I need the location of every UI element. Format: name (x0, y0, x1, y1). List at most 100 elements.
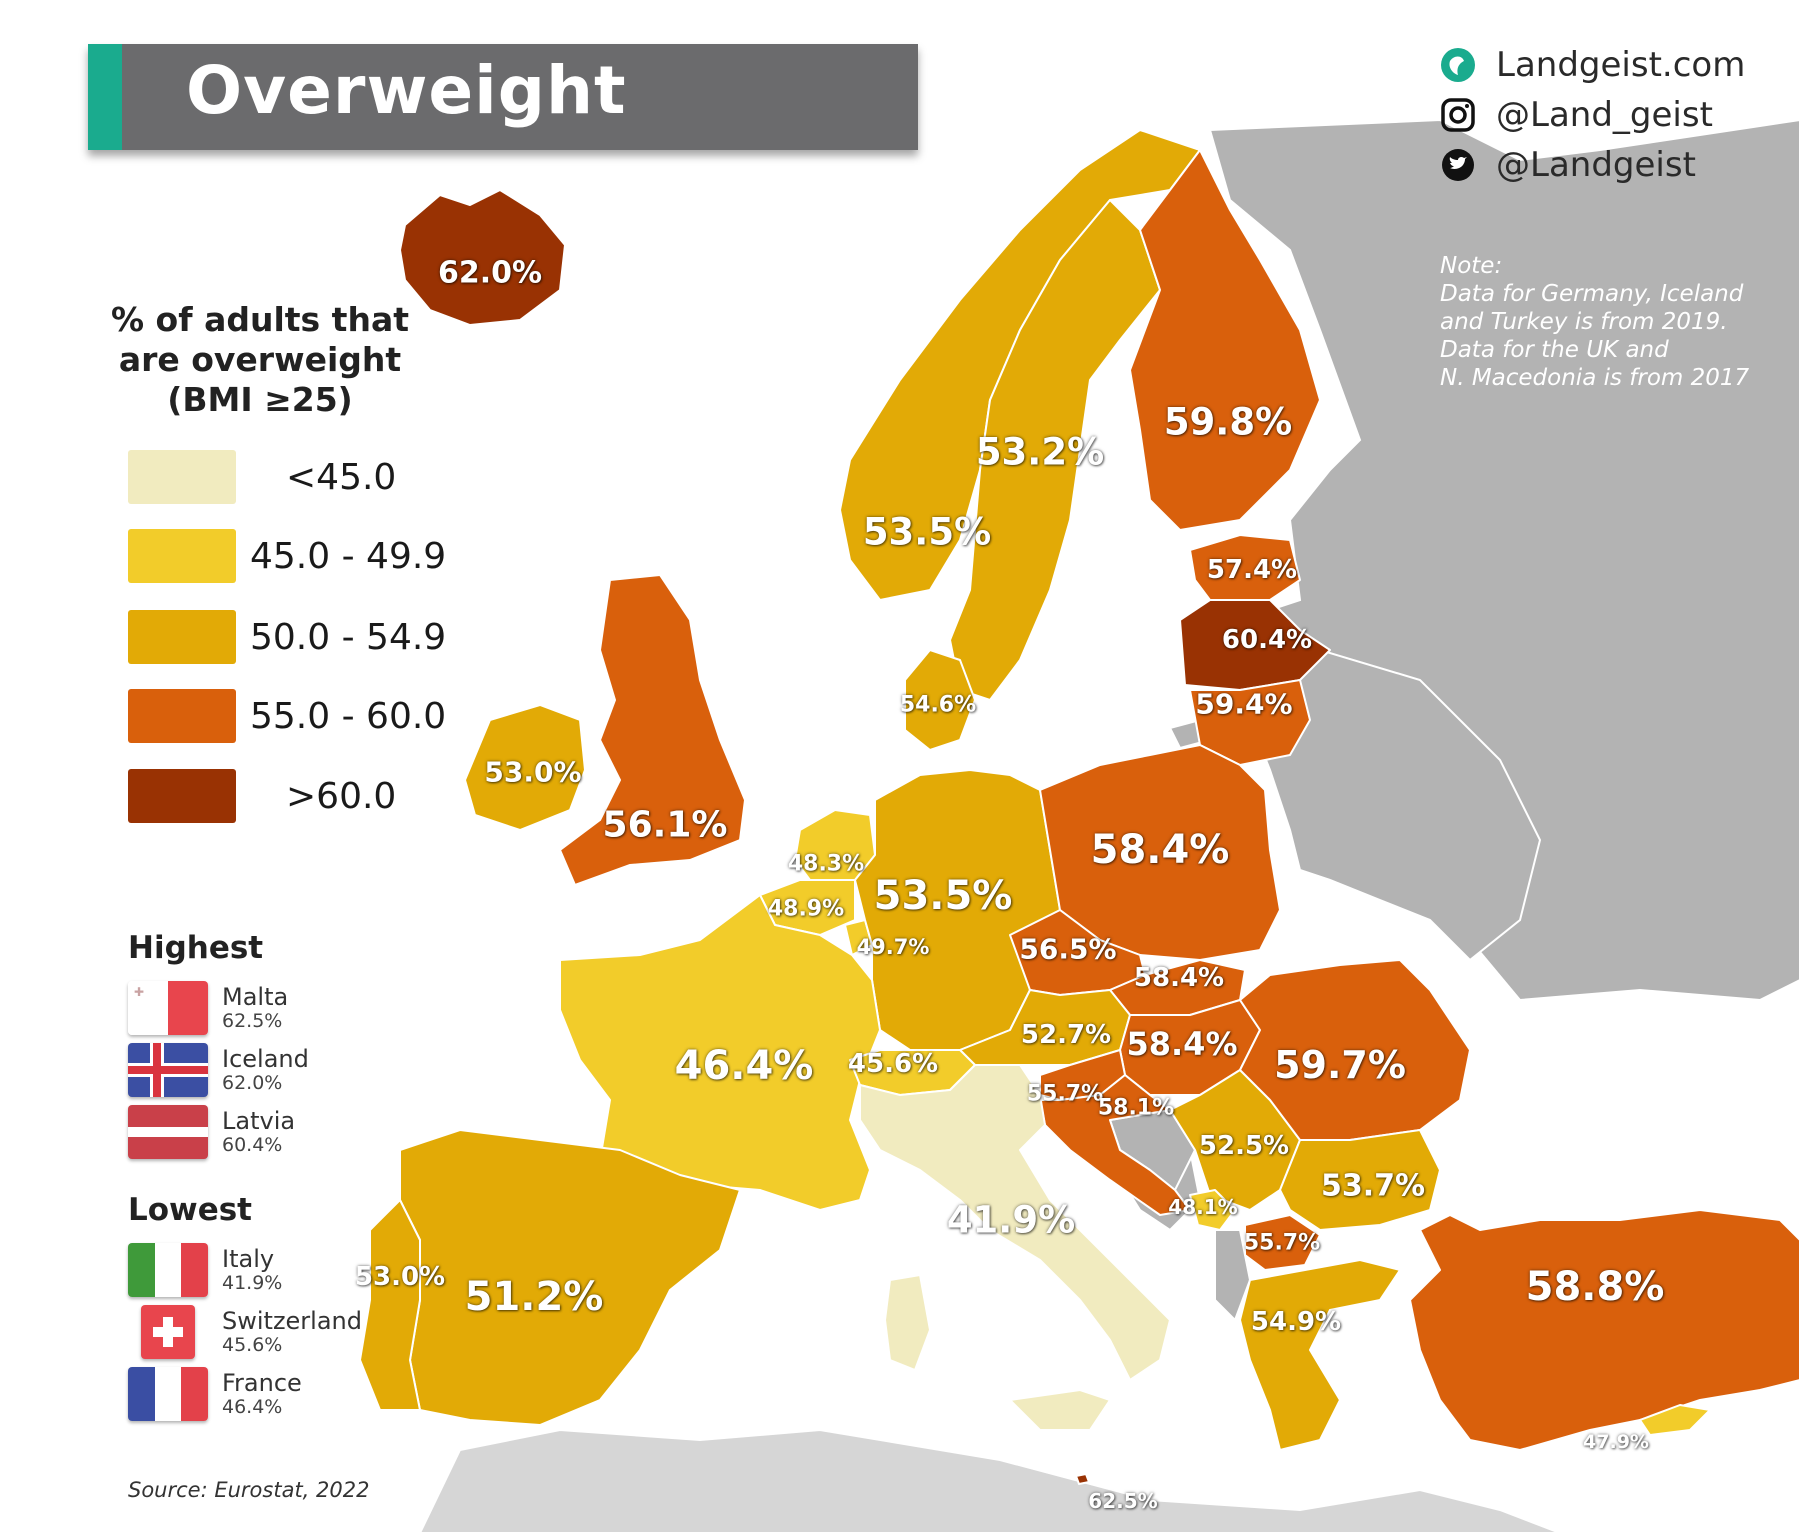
country-latvia (1179, 599, 1331, 691)
legend-label: <45.0 (286, 456, 397, 498)
legend-swatch (128, 450, 236, 504)
label-romania: 59.7% (1274, 1043, 1406, 1087)
note-line-5: N. Macedonia is from 2017 (1440, 365, 1750, 391)
rank-country-name: Latvia (222, 1107, 296, 1135)
label-spain: 51.2% (464, 1274, 604, 1320)
rank-country-value: 60.4% (222, 1134, 283, 1156)
malta-flag-icon: ✚ (128, 981, 208, 1035)
legend-label: 55.0 - 60.0 (250, 695, 447, 737)
country-italy-sicily (1009, 1389, 1111, 1431)
country-north-macedonia (1244, 1214, 1321, 1271)
label-sweden: 53.2% (975, 430, 1105, 474)
legend-item: >60.0 (128, 769, 396, 823)
label-north-macedonia: 55.7% (1243, 1230, 1321, 1256)
legend-item: 50.0 - 54.9 (128, 610, 446, 664)
country-cyprus (1639, 1404, 1711, 1436)
label-lithuania: 59.4% (1195, 687, 1293, 721)
label-belgium: 48.9% (767, 896, 845, 922)
social-links: Landgeist.com @Land_geist @Landgeist (1440, 40, 1745, 190)
albania (1214, 1229, 1252, 1322)
social-instagram[interactable]: @Land_geist (1440, 90, 1745, 140)
label-croatia: 58.1% (1097, 1095, 1175, 1121)
country-iceland (399, 189, 566, 326)
website-link[interactable]: Landgeist.com (1496, 45, 1746, 85)
legend-swatch (128, 769, 236, 823)
source-credit: Source: Eurostat, 2022 (128, 1478, 370, 1502)
legend-label: >60.0 (286, 775, 397, 817)
legend-item: 45.0 - 49.9 (128, 529, 446, 583)
legend-title-line-3: (BMI ≥25) (167, 380, 353, 419)
label-serbia: 52.5% (1198, 1131, 1290, 1161)
latvia-flag-icon (128, 1105, 208, 1159)
label-estonia: 57.4% (1206, 555, 1298, 585)
lowest-item-italy: Italy 41.9% (128, 1242, 282, 1298)
country-finland (1129, 149, 1321, 531)
italy-flag-icon (128, 1243, 208, 1297)
label-poland: 58.4% (1090, 827, 1230, 873)
legend-label: 45.0 - 49.9 (250, 535, 447, 577)
country-malta (1075, 1473, 1090, 1485)
label-malta: 62.5% (1088, 1489, 1158, 1513)
rank-country-value: 45.6% (222, 1334, 283, 1356)
label-switzerland: 45.6% (847, 1049, 939, 1079)
data-note: Note: Data for Germany, Iceland and Turk… (1440, 252, 1749, 392)
rank-country-value: 62.0% (222, 1072, 283, 1094)
rank-country-name: Malta (222, 983, 289, 1011)
page-title: Overweight (186, 52, 627, 129)
highest-item-latvia: Latvia 60.4% (128, 1104, 295, 1160)
legend-title-line-1: % of adults that (111, 300, 409, 339)
country-ireland (464, 704, 586, 831)
country-greece (1239, 1259, 1401, 1451)
rank-country-name: Italy (222, 1245, 275, 1273)
social-twitter[interactable]: @Landgeist (1440, 140, 1745, 190)
lowest-heading: Lowest (128, 1192, 252, 1228)
legend-label: 50.0 - 54.9 (250, 616, 447, 658)
label-finland: 59.8% (1163, 400, 1293, 444)
country-romania (1239, 959, 1471, 1141)
country-uk (559, 574, 746, 886)
nodata-land (418, 118, 1800, 1533)
label-iceland: 62.0% (437, 255, 543, 291)
globe-icon (1440, 47, 1476, 83)
label-uk: 56.1% (602, 804, 728, 846)
twitter-handle[interactable]: @Landgeist (1496, 145, 1696, 185)
rank-country-name: Iceland (222, 1045, 309, 1073)
country-croatia (1039, 1074, 1191, 1216)
label-portugal: 53.0% (354, 1262, 446, 1292)
label-hungary: 58.4% (1126, 1025, 1238, 1063)
twitter-icon (1440, 147, 1476, 183)
belarus-ukraine (1248, 648, 1542, 962)
highest-heading: Highest (128, 930, 264, 966)
country-montenegro (1189, 1189, 1236, 1231)
note-line-2: Data for Germany, Iceland (1440, 281, 1744, 307)
legend-item: <45.0 (128, 450, 396, 504)
country-italy (859, 1064, 1171, 1381)
instagram-handle[interactable]: @Land_geist (1496, 95, 1713, 135)
social-website[interactable]: Landgeist.com (1440, 40, 1745, 90)
label-luxembourg: 49.7% (856, 935, 930, 959)
label-denmark: 54.6% (899, 692, 977, 718)
rank-country-name: Switzerland (222, 1307, 362, 1335)
note-line-1: Note: (1440, 253, 1503, 279)
label-austria: 52.7% (1020, 1020, 1112, 1050)
france-flag-icon (128, 1367, 208, 1421)
highest-item-malta: ✚ Malta 62.5% (128, 980, 288, 1036)
rank-country-value: 46.4% (222, 1396, 283, 1418)
legend-swatch (128, 529, 236, 583)
rank-country-value: 62.5% (222, 1010, 283, 1032)
label-bulgaria: 53.7% (1320, 1168, 1426, 1204)
label-latvia: 60.4% (1221, 625, 1313, 655)
instagram-icon (1440, 97, 1476, 133)
north-africa (418, 1428, 1561, 1533)
legend-title-line-2: are overweight (118, 340, 402, 379)
label-czechia: 56.5% (1019, 932, 1117, 966)
country-italy-sardinia (884, 1274, 931, 1371)
highest-item-iceland: Iceland 62.0% (128, 1042, 309, 1098)
country-france (559, 894, 881, 1211)
rank-country-name: France (222, 1369, 302, 1397)
legend-swatch (128, 610, 236, 664)
country-estonia (1189, 534, 1301, 601)
note-line-4: Data for the UK and (1440, 337, 1669, 363)
label-cyprus: 47.9% (1583, 1431, 1649, 1453)
